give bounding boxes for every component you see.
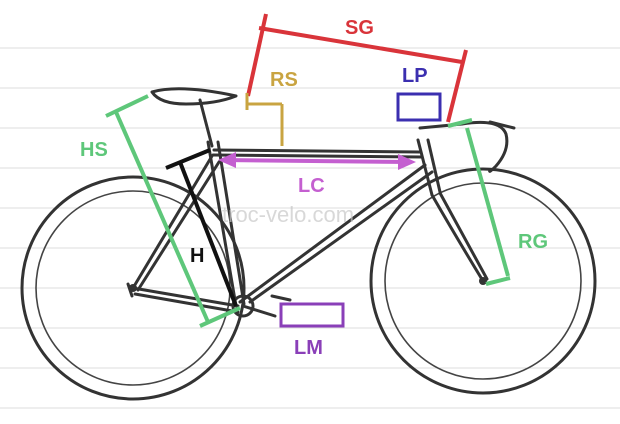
lm-box bbox=[279, 302, 345, 328]
sg-label: SG bbox=[345, 17, 374, 39]
lc-label: LC bbox=[298, 175, 325, 197]
watermark-text: troc-velo.com bbox=[222, 202, 354, 227]
h-label: H bbox=[190, 245, 204, 267]
lp-label: LP bbox=[402, 65, 428, 87]
rg-dimension bbox=[447, 118, 511, 286]
hs-label: HS bbox=[80, 139, 108, 161]
rg-label: RG bbox=[518, 231, 548, 253]
rs-dimension bbox=[245, 93, 284, 146]
lc-dimension bbox=[218, 152, 416, 170]
bike-frame bbox=[126, 87, 516, 318]
ruled-lines bbox=[0, 47, 620, 409]
rs-label: RS bbox=[270, 69, 298, 91]
hs-dimension bbox=[105, 94, 241, 328]
lp-box bbox=[396, 92, 442, 122]
sg-dimension bbox=[246, 13, 468, 123]
lm-label: LM bbox=[294, 337, 323, 359]
h-dimension bbox=[165, 148, 238, 307]
